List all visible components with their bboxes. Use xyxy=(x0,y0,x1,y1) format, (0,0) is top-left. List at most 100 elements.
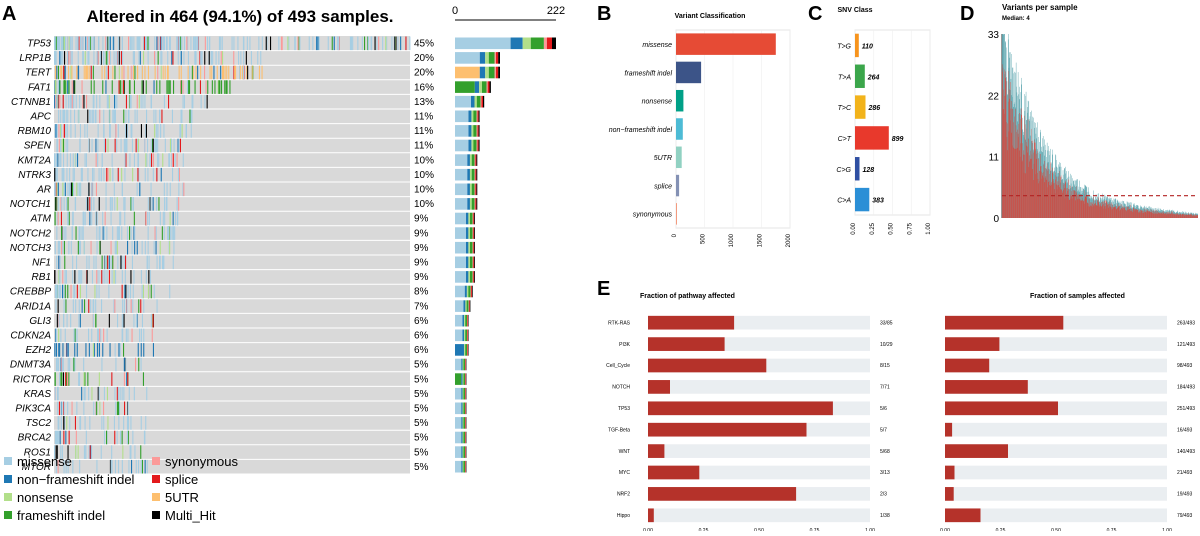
mutation-cell xyxy=(61,197,62,211)
mutation-cell xyxy=(240,66,241,80)
mutation-cell xyxy=(139,183,140,197)
mutation-cell xyxy=(64,226,65,240)
mutation-cell xyxy=(143,299,144,313)
pathway-bar xyxy=(945,401,1058,415)
mutation-cell xyxy=(139,329,140,343)
mutation-cell xyxy=(93,37,94,51)
mutation-cell xyxy=(102,343,103,357)
mutation-cell xyxy=(62,110,63,124)
mutation-cell xyxy=(210,66,211,80)
gene-bar-segment xyxy=(466,271,468,283)
pathway-category-label: WNT xyxy=(619,449,630,455)
mutation-cell xyxy=(67,183,68,197)
mutation-cell xyxy=(137,110,138,124)
mutation-cell xyxy=(68,197,69,211)
snv-category-label: C>A xyxy=(837,198,851,205)
mutation-cell xyxy=(177,212,178,226)
mutation-cell xyxy=(167,66,168,80)
mutation-cell xyxy=(87,110,88,124)
mutation-cell xyxy=(147,212,148,226)
mutation-cell xyxy=(91,197,92,211)
mutation-cell xyxy=(73,183,74,197)
mutation-cell xyxy=(67,314,68,328)
mutation-cell xyxy=(104,139,105,153)
mutation-cell xyxy=(62,343,63,357)
mutation-cell xyxy=(58,256,59,270)
mutation-cell xyxy=(160,124,161,138)
mutation-cell xyxy=(163,66,164,80)
mutation-cell xyxy=(152,329,153,343)
mutation-cell xyxy=(107,387,108,401)
mutation-cell xyxy=(64,37,65,51)
mutation-cell xyxy=(125,124,126,138)
mutation-cell xyxy=(64,51,65,65)
mutation-cell xyxy=(64,124,65,138)
mutation-cell xyxy=(142,80,143,94)
mutation-cell xyxy=(101,445,102,459)
gene-bar-segment xyxy=(474,242,475,254)
mutation-cell xyxy=(80,37,81,51)
gene-bar-segment xyxy=(463,432,464,444)
gene-bar-segment xyxy=(466,213,468,225)
mutation-cell xyxy=(117,241,118,255)
vc-category-label: non−frameshift indel xyxy=(609,127,673,134)
mutation-cell xyxy=(72,80,73,94)
mutation-cell xyxy=(181,80,182,94)
mutation-cell xyxy=(156,241,157,255)
mutation-cell xyxy=(89,197,90,211)
gene-bar-segment xyxy=(470,213,473,225)
mutation-cell xyxy=(95,299,96,313)
mutation-cell xyxy=(332,37,333,51)
mutation-cell xyxy=(108,66,109,80)
mutation-cell xyxy=(122,299,123,313)
mutation-cell xyxy=(141,358,142,372)
mutation-cell xyxy=(66,416,67,430)
mutation-cell xyxy=(90,299,91,313)
mutation-cell xyxy=(119,212,120,226)
gene-bar-segment xyxy=(470,242,473,254)
mutation-cell xyxy=(350,37,351,51)
gene-percent: 5% xyxy=(414,433,429,444)
mutation-cell xyxy=(287,37,288,51)
mutation-cell xyxy=(117,431,118,445)
mutation-cell xyxy=(146,110,147,124)
mutation-cell xyxy=(134,212,135,226)
mutation-cell xyxy=(89,256,90,270)
mutation-cell xyxy=(159,37,160,51)
gene-bar-segment xyxy=(489,67,495,79)
mutation-cell xyxy=(68,66,69,80)
gene-bar-segment xyxy=(455,461,461,473)
mutation-cell xyxy=(72,402,73,416)
mutation-cell xyxy=(155,226,156,240)
pathway-data-label: 19/493 xyxy=(1177,492,1193,498)
mutation-cell xyxy=(111,372,112,386)
mutation-cell xyxy=(123,197,124,211)
mutation-cell xyxy=(61,66,62,80)
mutation-cell xyxy=(55,241,56,255)
mutation-cell xyxy=(104,431,105,445)
mutation-cell xyxy=(120,431,121,445)
gene-percent: 6% xyxy=(414,331,429,342)
pathway-category-label: Hippo xyxy=(617,513,630,519)
mutation-cell xyxy=(132,139,133,153)
gene-bar-segment xyxy=(480,52,485,64)
gene-bar-segment xyxy=(471,286,472,298)
gene-bar-segment xyxy=(455,432,461,444)
mutation-cell xyxy=(59,270,60,284)
pathway-data-label: 1/38 xyxy=(880,513,890,519)
mutation-cell xyxy=(127,329,128,343)
mutation-cell xyxy=(147,168,148,182)
mutation-cell xyxy=(87,51,88,65)
gene-percent: 10% xyxy=(414,199,434,210)
mutation-cell xyxy=(56,358,57,372)
mutation-cell xyxy=(178,51,179,65)
mutation-cell xyxy=(101,270,102,284)
mutation-cell xyxy=(125,197,126,211)
gene-bar-segment xyxy=(465,344,467,356)
gene-bar-segment xyxy=(477,125,478,137)
gene-bar-segment xyxy=(498,67,500,79)
mutation-cell xyxy=(86,256,87,270)
mutation-cell xyxy=(175,212,176,226)
mutation-cell xyxy=(169,241,170,255)
